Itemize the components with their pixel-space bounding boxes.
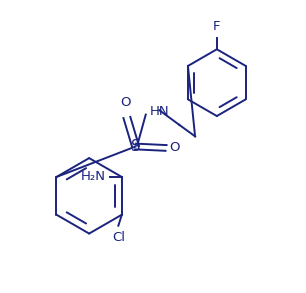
Text: H₂N: H₂N	[81, 171, 106, 183]
Text: O: O	[169, 142, 179, 154]
Text: HN: HN	[150, 105, 170, 118]
Text: F: F	[213, 20, 221, 33]
Text: Cl: Cl	[112, 231, 125, 244]
Text: S: S	[131, 139, 140, 154]
Text: O: O	[120, 96, 131, 109]
